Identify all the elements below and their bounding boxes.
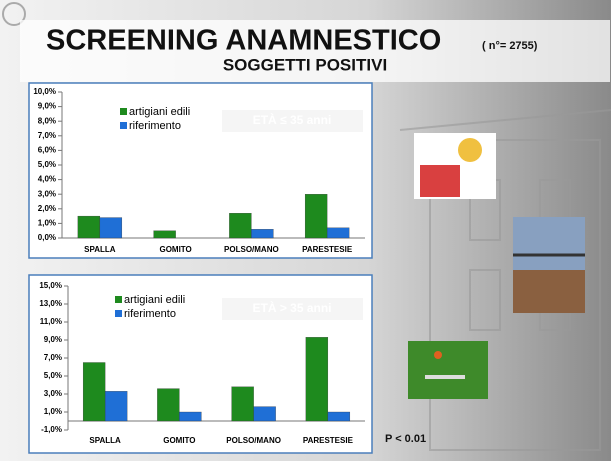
y-tick-label: 5,0% xyxy=(44,371,62,380)
y-tick-label: 15,0% xyxy=(39,281,62,290)
bar xyxy=(157,388,180,422)
photo-worker-cartoon xyxy=(414,133,496,199)
y-tick-label: 11,0% xyxy=(40,317,62,326)
y-tick-label: 0,0% xyxy=(38,233,56,242)
bar xyxy=(82,362,106,422)
legend-label: riferimento xyxy=(129,120,181,132)
annotation: ETÀ ≤ 35 anni xyxy=(253,112,332,127)
annotation-box xyxy=(222,298,363,320)
legend-label: riferimento xyxy=(124,308,176,320)
annotation-box xyxy=(222,110,363,132)
y-tick-label: 9,0% xyxy=(44,335,62,344)
y-tick-label: 9,0% xyxy=(38,102,56,111)
sample-size: ( n°= 2755) xyxy=(482,40,538,52)
y-tick-label: 4,0% xyxy=(38,175,56,184)
bar xyxy=(304,194,328,239)
bar xyxy=(104,391,128,422)
y-tick-label: 7,0% xyxy=(38,131,56,140)
bar xyxy=(231,386,254,422)
legend-swatch xyxy=(120,122,127,129)
legend-swatch xyxy=(115,296,122,303)
y-tick-label: 13,0% xyxy=(39,299,62,308)
y-tick-label: 5,0% xyxy=(38,160,56,169)
y-tick-label: 10,0% xyxy=(33,87,56,96)
bar xyxy=(305,337,329,422)
title-band xyxy=(20,20,610,82)
legend-swatch xyxy=(115,310,122,317)
y-tick-label: 1,0% xyxy=(44,407,62,416)
p-value-note: P < 0.01 xyxy=(385,433,426,445)
photo-worker-grass xyxy=(408,341,488,399)
bar xyxy=(153,230,176,239)
y-tick-label: 2,0% xyxy=(38,204,56,213)
x-tick-label: GOMITO xyxy=(159,245,191,254)
legend-label: artigiani edili xyxy=(124,294,185,306)
y-tick-label: 3,0% xyxy=(44,389,62,398)
x-tick-label: SPALLA xyxy=(84,245,116,254)
bar xyxy=(251,229,274,239)
x-tick-label: POLSO/MANO xyxy=(224,245,279,254)
legend-label: artigiani edili xyxy=(129,106,190,118)
bar xyxy=(229,213,252,239)
photo-scaffold xyxy=(513,217,585,313)
y-tick-label: 3,0% xyxy=(38,189,56,198)
legend-swatch xyxy=(120,108,127,115)
annotation: ETÀ > 35 anni xyxy=(252,300,331,315)
bar xyxy=(327,411,351,422)
bar xyxy=(179,411,202,422)
x-tick-label: GOMITO xyxy=(163,436,195,445)
slide-title: SCREENING ANAMNESTICO xyxy=(46,25,441,57)
y-tick-label: 7,0% xyxy=(44,353,62,362)
x-tick-label: POLSO/MANO xyxy=(226,436,281,445)
y-tick-label: 6,0% xyxy=(38,146,56,155)
bar xyxy=(253,406,276,422)
y-tick-label: 8,0% xyxy=(38,116,56,125)
y-tick-label: 1,0% xyxy=(38,219,56,228)
y-tick-label: -1,0% xyxy=(41,425,62,434)
bar xyxy=(99,217,123,239)
bar xyxy=(77,215,101,239)
bar xyxy=(326,227,350,239)
x-tick-label: PARESTESIE xyxy=(302,245,353,254)
slide-subtitle: SOGGETTI POSITIVI xyxy=(223,55,387,74)
logo xyxy=(2,2,26,26)
x-tick-label: SPALLA xyxy=(89,436,121,445)
x-tick-label: PARESTESIE xyxy=(303,436,354,445)
